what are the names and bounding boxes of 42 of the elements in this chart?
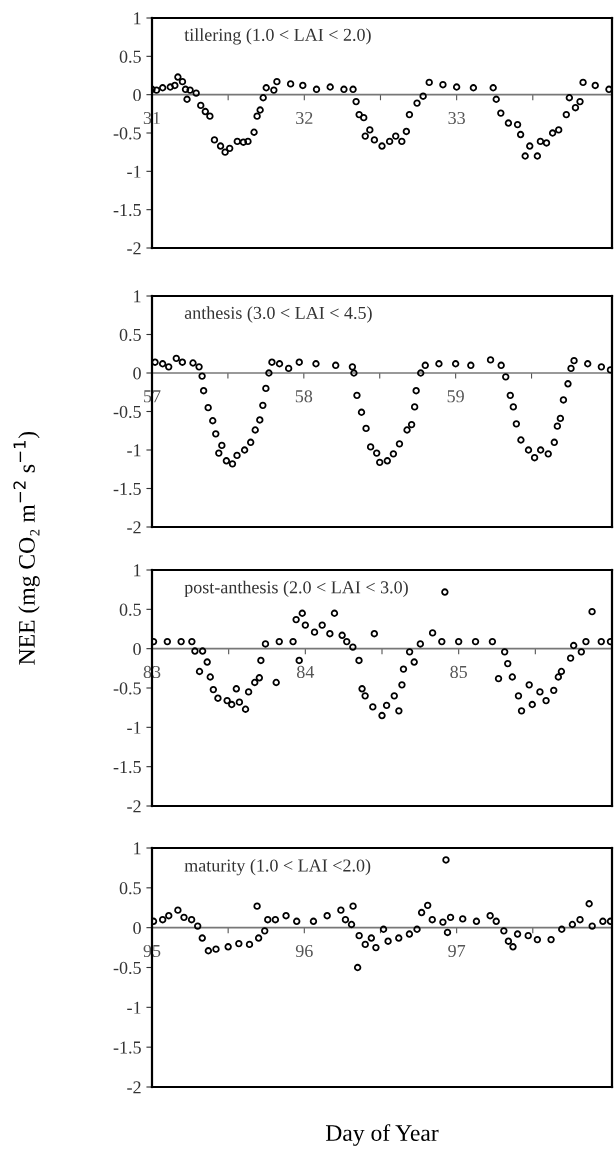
y-tick-label: 0.5 [119,50,141,63]
y-tick-label: -2 [127,242,141,255]
y-tick-label: 0 [133,88,141,102]
x-axis-title: Day of Year [325,1124,439,1146]
x-tick-label: 58 [295,390,313,403]
y-tick-label: 1 [134,842,141,855]
y-tick-label: -1.5 [113,482,141,496]
x-tick-label: 32 [296,111,313,125]
y-tick-label: -1 [127,1001,141,1014]
text: tillering (1.0 < LAI < 2.0) [184,28,371,45]
x-tick-label: 97 [448,944,466,958]
y-tick-label: 0 [133,642,141,656]
y-tick-label: 0.5 [119,603,141,616]
text: post-anthesis (2.0 < LAI < 3.0) [184,580,408,598]
y-tick-label: -0.5 [113,682,141,695]
y-axis-title: NEE (mg CO₂ m$^{−2}$ s$^{−1}$) [13,431,40,665]
y-tick-label: -1.5 [113,204,141,217]
text: maturity (1.0 < LAI <2.0) [184,858,371,876]
y-tick-label: 0.5 [119,328,141,342]
text: anthesis (3.0 < LAI < 4.5) [184,306,372,323]
y-tick-label: -0.5 [113,961,141,975]
y-tick-label: 1 [134,290,141,303]
y-tick-label: -1 [127,165,141,178]
y-tick-label: -1.5 [113,1041,141,1054]
y-tick-label: -1.5 [113,761,141,774]
y-tick-label: -1 [127,721,141,734]
y-tick-label: -0.5 [113,127,141,140]
x-tick-label: 59 [447,390,464,403]
y-tick-label: -1 [127,444,141,457]
y-tick-label: -0.5 [113,405,141,419]
y-tick-label: 1 [134,12,141,25]
x-tick-label: 33 [448,111,465,125]
y-tick-label: 0 [133,367,141,380]
y-tick-label: -2 [127,800,141,813]
x-tick-label: 96 [295,944,313,958]
y-tick-label: 0 [133,921,141,935]
x-tick-label: 85 [450,665,467,679]
y-tick-label: -2 [127,1081,141,1094]
y-tick-label: 0.5 [119,882,141,895]
y-tick-label: 1 [134,564,141,577]
x-tick-label: 84 [296,665,315,679]
y-tick-label: -2 [127,521,141,534]
